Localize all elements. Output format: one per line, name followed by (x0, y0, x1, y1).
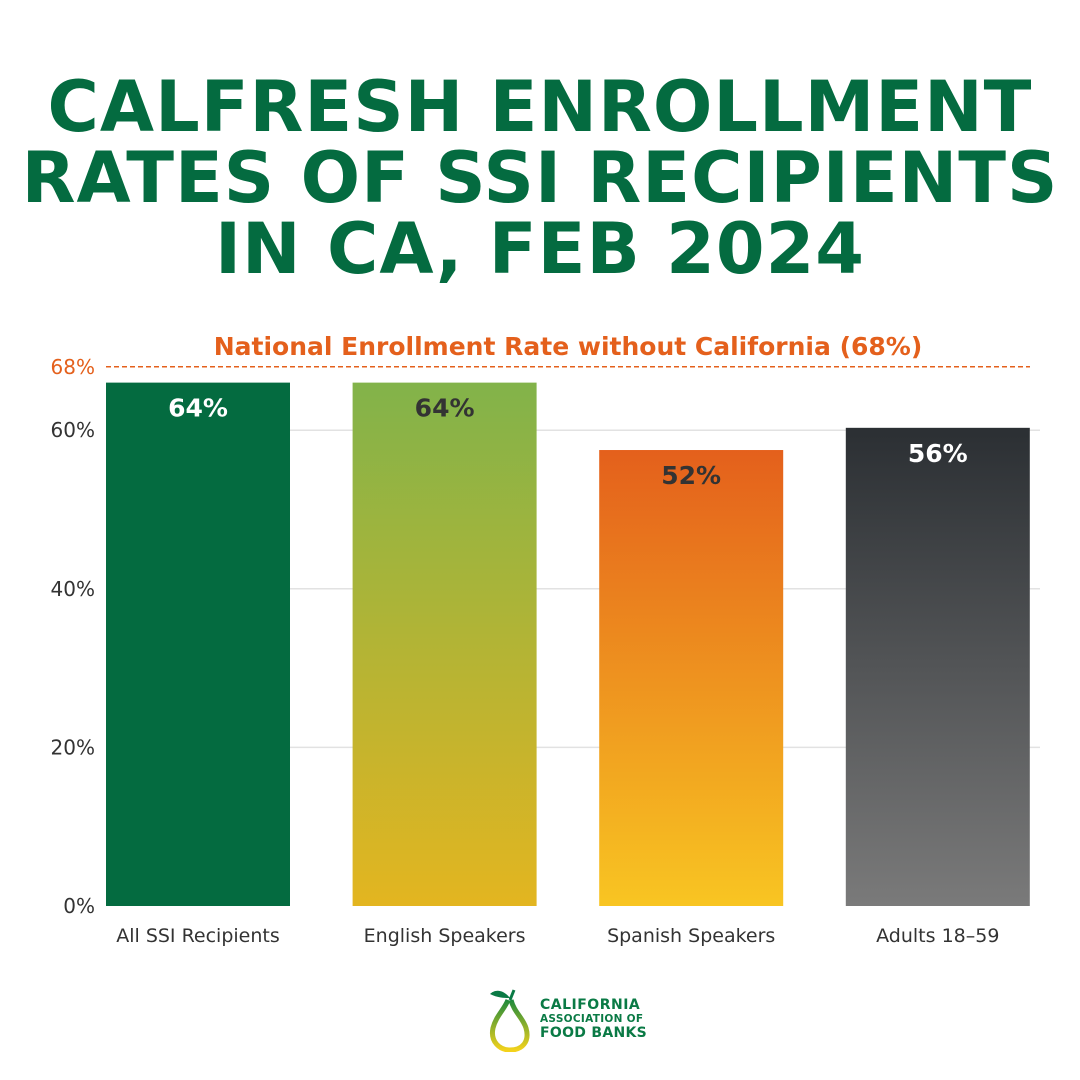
reference-tick-label: 68% (51, 355, 95, 379)
logo-line: FOOD BANKS (540, 1025, 648, 1041)
x-tick-label: All SSI Recipients (116, 925, 280, 947)
y-tick-label: 60% (51, 418, 95, 442)
pear-icon (489, 989, 530, 1053)
logo-line: ASSOCIATION OF (540, 1013, 644, 1025)
bar (599, 450, 784, 906)
data-label: 64% (415, 394, 475, 423)
cafb-logo: CALIFORNIA ASSOCIATION OF FOOD BANKS (484, 986, 664, 1053)
data-label: 56% (908, 439, 968, 468)
bar (845, 427, 1030, 906)
title-line: RATES OF SSI RECIPIENTS (21, 137, 1059, 219)
x-tick-label: Spanish Speakers (607, 925, 775, 947)
y-tick-label: 20% (51, 735, 95, 759)
x-tick-label: English Speakers (364, 925, 526, 947)
reference-line-label: National Enrollment Rate without Califor… (214, 332, 923, 361)
title-line: CALFRESH ENROLLMENT (47, 66, 1033, 148)
bar (106, 382, 290, 906)
y-tick-label: 0% (63, 894, 95, 918)
bar-chart: 0% 20% 40% 60% 64% All SSI Recipients 64% Engli… (51, 332, 1040, 947)
page-title: CALFRESH ENROLLMENT RATES OF SSI RECIPIE… (0, 72, 1080, 285)
y-tick-label: 40% (51, 577, 95, 601)
bar (352, 382, 537, 906)
data-label: 64% (168, 394, 228, 423)
x-tick-label: Adults 18–59 (876, 925, 999, 947)
data-label: 52% (661, 461, 721, 490)
title-line: IN CA, FEB 2024 (215, 208, 865, 290)
logo-line: CALIFORNIA (540, 997, 641, 1013)
